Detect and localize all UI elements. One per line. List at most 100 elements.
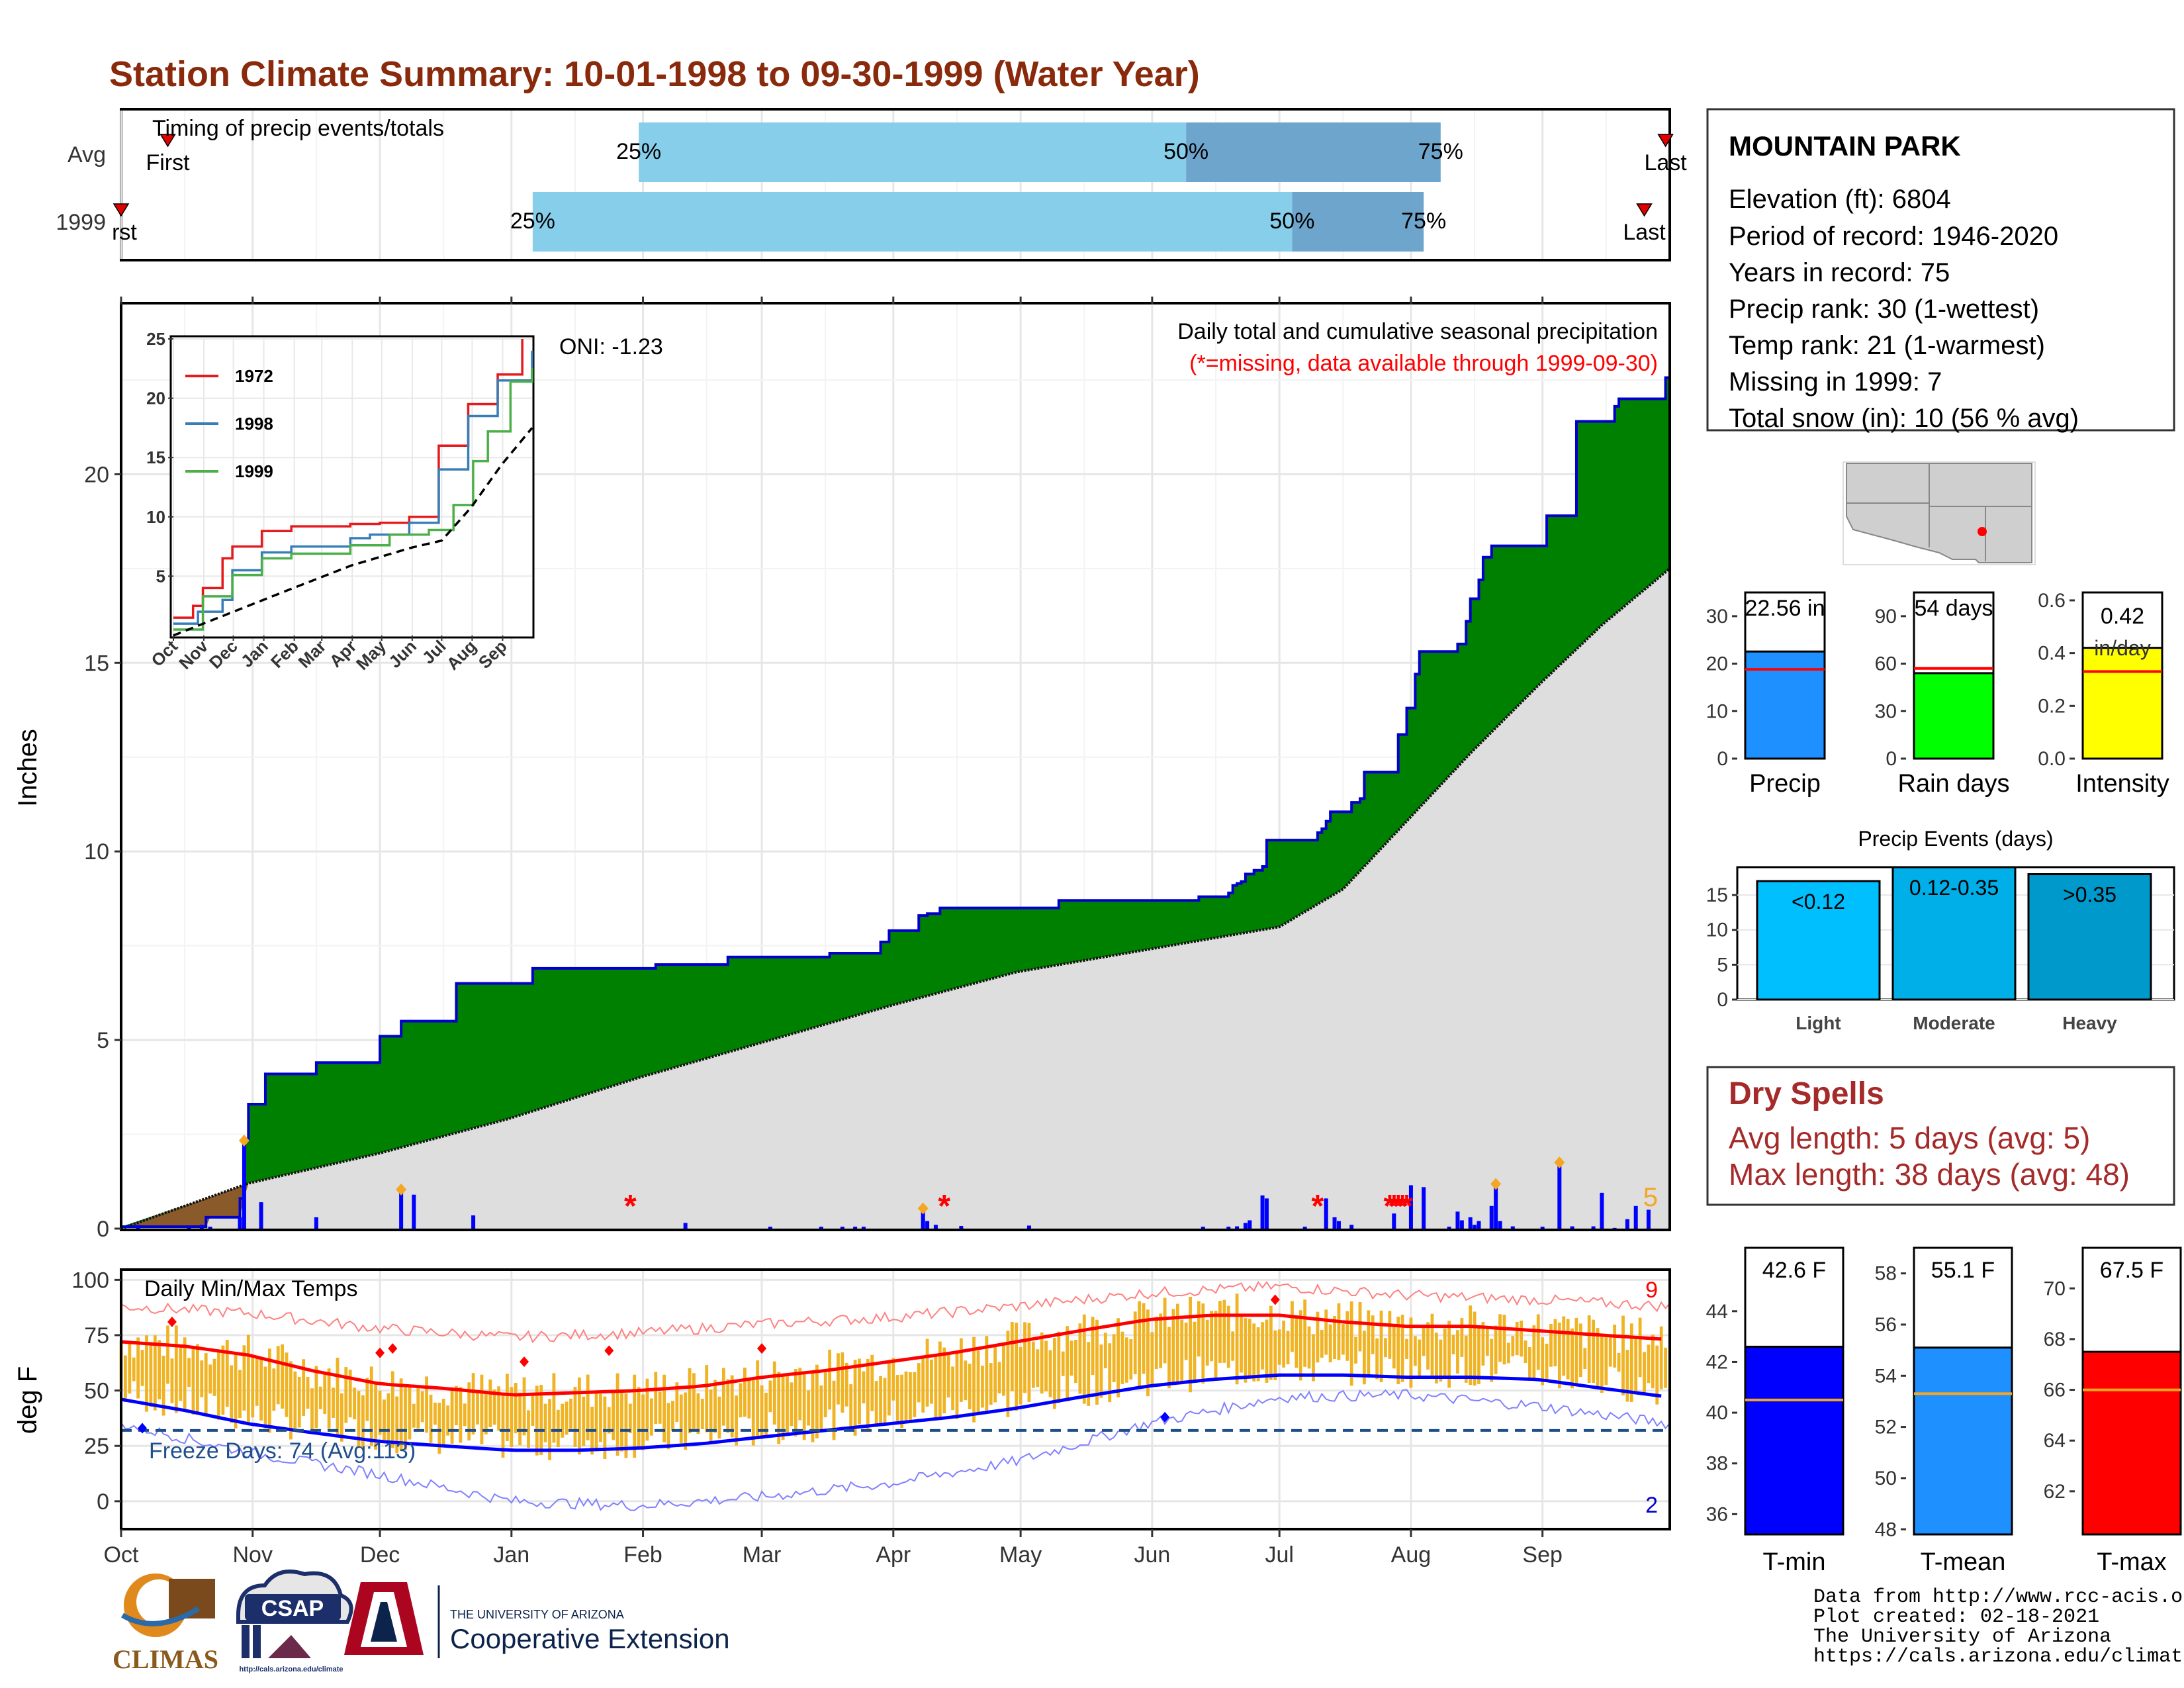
inset-series-line	[173, 350, 533, 625]
daily-precip-bar	[1540, 1227, 1545, 1229]
timing-panel: 25% 50% 75% First Last 25% 50% 75% rst Last Timin…	[56, 108, 1687, 261]
events-bar-range: 0.12-0.35	[1909, 876, 1999, 900]
daily-temp-bar	[1583, 1348, 1587, 1370]
daily-temp-bar	[1031, 1341, 1035, 1388]
summary-value-label: 0.42	[2101, 604, 2144, 629]
daily-temp-bar	[709, 1389, 713, 1442]
daily-temp-bar	[1040, 1332, 1044, 1394]
daily-temp-bar	[1154, 1317, 1158, 1370]
daily-temp-bar	[594, 1390, 598, 1452]
daily-temp-bar	[1193, 1321, 1197, 1381]
daily-precip-bar	[1600, 1192, 1604, 1229]
temp-summary-ytick-label: 44	[1706, 1301, 1728, 1323]
missing-day-marker: *	[1396, 1189, 1409, 1224]
daily-temp-bar	[1655, 1345, 1659, 1405]
daily-temp-bar	[158, 1340, 161, 1400]
daily-precip-bar	[1494, 1185, 1498, 1229]
first-event-label: First	[146, 150, 190, 175]
daily-temp-bar	[255, 1357, 259, 1406]
missing-day-marker: *	[624, 1189, 637, 1224]
daily-temp-bar	[1511, 1336, 1515, 1356]
daily-temp-bar	[1328, 1324, 1332, 1363]
first-event-marker	[159, 134, 176, 148]
daily-temp-bar	[1434, 1333, 1438, 1383]
temp-ytick-label: 50	[84, 1379, 109, 1404]
daily-temp-bar	[811, 1372, 815, 1442]
daily-precip-bar	[1226, 1227, 1231, 1229]
summary-x-label: Rain days	[1898, 770, 2010, 798]
daily-precip-bar	[1646, 1209, 1651, 1229]
daily-temp-bar	[1312, 1334, 1315, 1382]
daily-precip-bar	[853, 1227, 858, 1229]
station-info-frame	[1706, 108, 2175, 432]
footer-credits: Data from http://www.rcc-acis.org/ Plot …	[1813, 1586, 2184, 1668]
daily-precip-bar	[933, 1225, 938, 1229]
dry-spells-avg: Avg length: 5 days (avg: 5)	[1729, 1121, 2090, 1155]
daily-temp-bar	[739, 1383, 743, 1418]
daily-temp-bar	[1057, 1331, 1061, 1403]
ua-small-text: THE UNIVERSITY OF ARIZONA	[450, 1608, 624, 1621]
footer-line: Plot created: 02-18-2021	[1813, 1606, 2099, 1628]
daily-temp-bar	[446, 1405, 450, 1436]
daily-temp-bar	[883, 1378, 887, 1426]
daily-temp-bar	[1244, 1318, 1248, 1383]
daily-temp-bar	[586, 1374, 590, 1440]
daily-temp-bar	[781, 1374, 785, 1440]
daily-temp-bar	[1400, 1315, 1404, 1382]
daily-temp-bar	[862, 1371, 866, 1404]
daily-precip-bar	[1235, 1226, 1240, 1229]
daily-temp-bar	[1409, 1317, 1413, 1388]
temp-summary-t-mean: 48 50 52 54 56 58 55.1 F T-mean	[1875, 1246, 2013, 1576]
daily-temp-bar	[1570, 1328, 1574, 1389]
station-name: MOUNTAIN PARK	[1729, 130, 1961, 162]
daily-temp-bar	[153, 1335, 157, 1411]
record-low-marker	[1160, 1411, 1170, 1423]
daily-temp-bar	[1426, 1322, 1430, 1370]
daily-temp-bar	[1027, 1323, 1031, 1402]
daily-temp-bar	[569, 1398, 572, 1429]
daily-temp-bar	[212, 1358, 216, 1396]
daily-temp-bar	[327, 1368, 331, 1429]
daily-temp-bar	[1150, 1332, 1154, 1385]
daily-temp-bar	[272, 1368, 276, 1411]
daily-temp-bar	[768, 1380, 772, 1413]
daily-temp-bar	[909, 1372, 912, 1421]
daily-temp-bar	[1430, 1313, 1434, 1376]
daily-temp-bar	[1596, 1328, 1600, 1389]
daily-precip-bar	[1248, 1220, 1252, 1229]
daily-temp-bar	[1222, 1299, 1226, 1363]
daily-temp-bar	[1282, 1320, 1286, 1368]
temp-summary-bar-charts: 36 38 40 42 44 42.6 F T-min 48 50 52 54 56 58 55.1 F T…	[1706, 1246, 2182, 1576]
daily-temp-bar	[1324, 1309, 1328, 1355]
summary-value-label: 22.56 in	[1745, 596, 1825, 621]
daily-temp-bar	[1082, 1314, 1086, 1404]
daily-temp-bar	[972, 1336, 976, 1423]
daily-temp-bar	[1341, 1324, 1345, 1355]
daily-temp-bar	[1439, 1339, 1443, 1382]
events-bar-range: <0.12	[1792, 890, 1845, 914]
daily-temp-bar	[1481, 1322, 1485, 1366]
daily-temp-bar	[1506, 1342, 1510, 1364]
daily-temp-bar	[1549, 1324, 1553, 1367]
daily-precip-bar	[1455, 1211, 1460, 1229]
temp-summary-ytick-label: 56	[1875, 1314, 1897, 1336]
daily-precip-bar	[1498, 1221, 1502, 1229]
daily-temp-bar	[921, 1356, 925, 1413]
heavy-event-marker	[238, 1134, 250, 1147]
daily-temp-bar	[488, 1379, 492, 1427]
daily-temp-bar	[1418, 1339, 1422, 1377]
month-xtick-label: Aug	[1391, 1542, 1432, 1568]
daily-temp-bar	[1638, 1317, 1642, 1378]
daily-temp-bar	[441, 1399, 445, 1446]
daily-temp-bar	[527, 1410, 530, 1448]
daily-temp-bar	[302, 1359, 306, 1416]
daily-temp-bar	[501, 1394, 505, 1458]
daily-temp-bar	[179, 1347, 183, 1401]
month-xtick-label: Jun	[1134, 1542, 1170, 1568]
daily-precip-bar	[925, 1221, 930, 1229]
daily-temp-bar	[1023, 1322, 1026, 1393]
daily-temp-bar	[518, 1392, 522, 1446]
temp-summary-ytick-label: 40	[1706, 1402, 1728, 1424]
daily-temp-bar	[662, 1374, 666, 1442]
daily-temp-bar	[234, 1353, 238, 1429]
